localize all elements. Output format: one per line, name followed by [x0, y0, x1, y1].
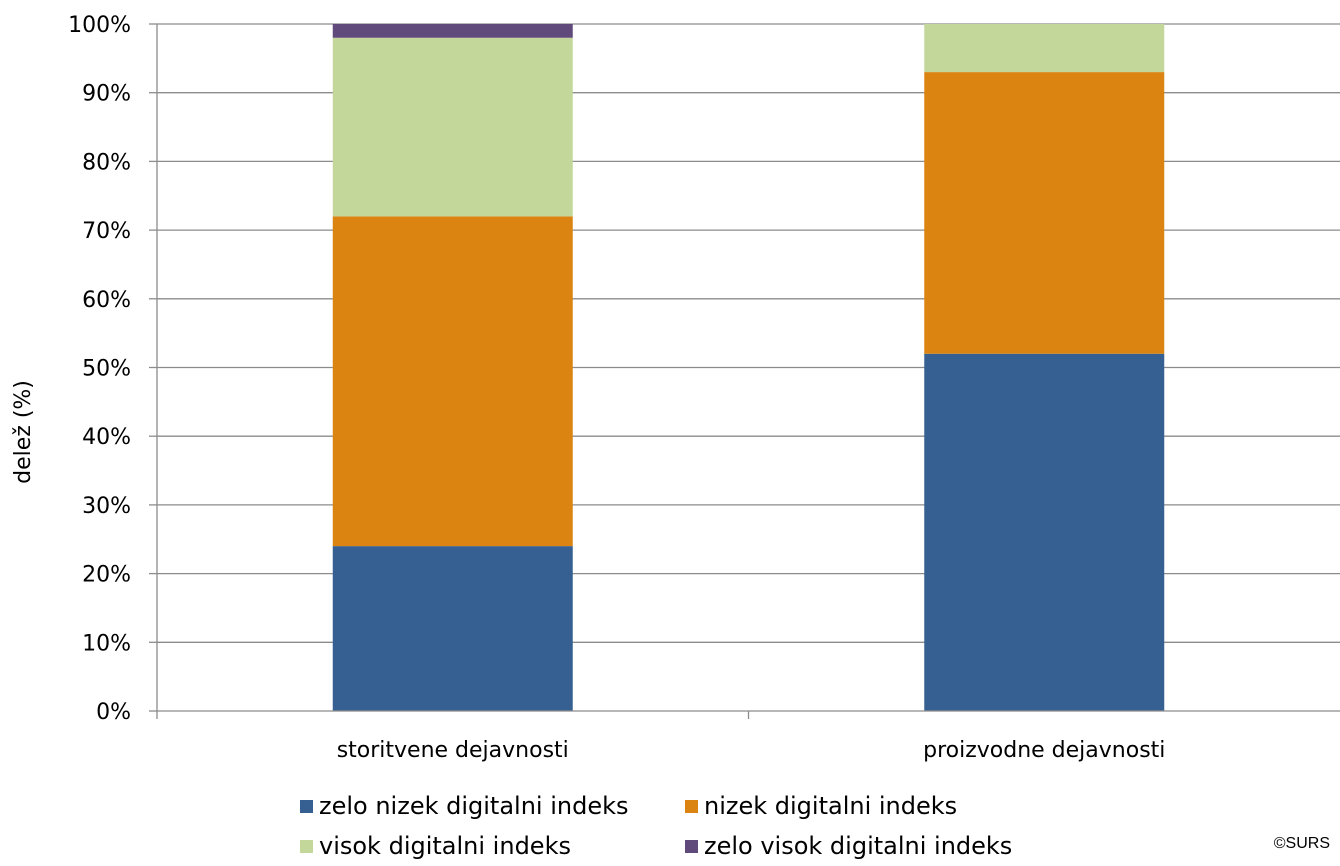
y-tick-label: 30% [82, 494, 131, 519]
source-credit: ©SURS [1273, 835, 1330, 852]
legend-row: zelo nizek digitalni indeks nizek digita… [300, 786, 1060, 826]
legend-swatch [685, 839, 698, 853]
y-tick-labels: 0% 10% 20% 30% 40% 50% 60% 70% 80% 90% 100% [68, 13, 131, 725]
legend-item-zelo-visok: zelo visok digitalni indeks [685, 832, 1012, 860]
bar-segment [924, 24, 1165, 73]
bar-segment [332, 37, 573, 217]
x-tick-label: storitvene dejavnosti [337, 738, 569, 763]
y-tick-label: 100% [68, 13, 131, 38]
y-tick-label: 40% [82, 425, 131, 450]
axes [149, 23, 1340, 719]
y-tick-label: 50% [82, 357, 131, 382]
legend-label: nizek digitalni indeks [704, 792, 958, 820]
bar-segment [332, 24, 573, 38]
legend-label: zelo nizek digitalni indeks [319, 792, 629, 820]
legend: zelo nizek digitalni indeks nizek digita… [300, 786, 1060, 866]
y-axis-label: delež (%) [11, 380, 36, 484]
y-tick-label: 80% [82, 150, 131, 175]
bars [332, 24, 1165, 711]
y-tick-label: 90% [82, 82, 131, 107]
y-tick-label: 60% [82, 288, 131, 313]
y-tick-label: 70% [82, 219, 131, 244]
legend-swatch [300, 839, 313, 853]
bar-segment [924, 72, 1165, 354]
bar-segment [924, 353, 1165, 711]
legend-item-visok: visok digitalni indeks [300, 832, 685, 860]
y-tick-label: 20% [82, 563, 131, 588]
legend-swatch [685, 799, 698, 813]
legend-row: visok digitalni indeks zelo visok digita… [300, 826, 1060, 866]
x-tick-labels: storitvene dejavnosti proizvodne dejavnos… [337, 738, 1166, 763]
legend-item-zelo-nizek: zelo nizek digitalni indeks [300, 792, 685, 820]
bar-segment [332, 546, 573, 711]
y-tick-label: 0% [96, 700, 131, 725]
legend-swatch [300, 799, 313, 813]
legend-label: zelo visok digitalni indeks [704, 832, 1013, 860]
x-tick-label: proizvodne dejavnosti [923, 738, 1165, 763]
bar-segment [332, 216, 573, 547]
legend-item-nizek: nizek digitalni indeks [685, 792, 957, 820]
legend-label: visok digitalni indeks [319, 832, 571, 860]
y-tick-label: 10% [82, 631, 131, 656]
stacked-bar-chart: 0% 10% 20% 30% 40% 50% 60% 70% 80% 90% 100% storit… [11, 13, 1340, 763]
